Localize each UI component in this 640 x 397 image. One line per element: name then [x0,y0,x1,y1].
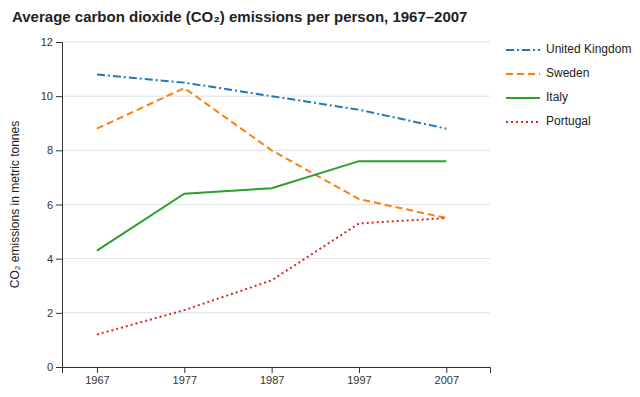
tick: 12 [41,36,62,48]
grid-line [62,150,490,151]
tick: 4 [47,253,62,265]
tick-label: 0 [47,361,53,373]
grid [62,42,490,367]
lines [97,75,446,335]
tick: 1997 [347,367,371,386]
series-line [97,161,446,250]
tick-mark [272,367,273,373]
tick-label: 8 [47,144,53,156]
y-axis: 0 2 4 6 8 10 12 [41,36,63,373]
series-line [97,88,446,218]
legend-label: United Kingdom [546,42,631,56]
tick: 1987 [260,367,284,386]
legend-swatch [506,49,540,51]
legend-swatch [506,73,540,75]
grid-line [62,42,490,43]
axis-line [63,368,491,374]
tick-mark [184,367,185,373]
tick-label: 1977 [173,374,197,386]
legend-swatch [506,121,540,123]
tick-mark [56,150,62,151]
axis-line [56,43,63,368]
legend-swatch [506,97,540,99]
tick-label: 1997 [347,374,371,386]
tick: 10 [41,90,62,102]
tick-mark [97,367,98,373]
series-line [97,218,446,334]
tick: 6 [47,199,62,211]
tick-label: 2 [47,307,53,319]
tick-mark [56,313,62,314]
legend-item: United Kingdom [506,42,631,56]
tick-label: 4 [47,253,53,265]
legend-item: Italy [506,90,568,104]
title: Average carbon dioxide (CO₂) emissions p… [12,8,467,25]
tick: 2 [47,307,62,319]
tick-label: 2007 [435,374,459,386]
tick-label: 1967 [85,374,109,386]
grid-line [62,312,490,313]
tick: 8 [47,144,62,156]
tick-mark [359,367,360,373]
tick-mark [56,367,62,368]
grid-line [62,204,490,205]
tick-mark [446,367,447,373]
tick-mark [56,259,62,260]
tick-mark [56,96,62,97]
legend-item: Portugal [506,114,591,128]
legend-item: Sweden [506,66,589,80]
chart: 1967 1977 1987 1997 2007 0 2 4 6 8 10 12 Average car… [0,0,640,397]
grid-line [62,258,490,259]
tick-label: 6 [47,199,53,211]
legend-label: Sweden [546,66,589,80]
tick-mark [56,205,62,206]
tick: 0 [47,361,62,373]
x-axis: 1967 1977 1987 1997 2007 [63,367,491,386]
tick: 1977 [173,367,197,386]
legend: United Kingdom Sweden Italy Portugal [506,42,631,128]
tick-label: 1987 [260,374,284,386]
tick-label: 12 [41,36,53,48]
tick: 2007 [435,367,459,386]
tick: 1967 [85,367,109,386]
legend-label: Portugal [546,114,591,128]
tick-label: 10 [41,90,53,102]
tick-mark [56,42,62,43]
legend-label: Italy [546,90,568,104]
y-axis-title: CO₂ emissions in metric tonnes [8,121,22,288]
series-line [97,75,446,129]
plot-area: 1967 1977 1987 1997 2007 0 2 4 6 8 10 12 [41,36,491,386]
